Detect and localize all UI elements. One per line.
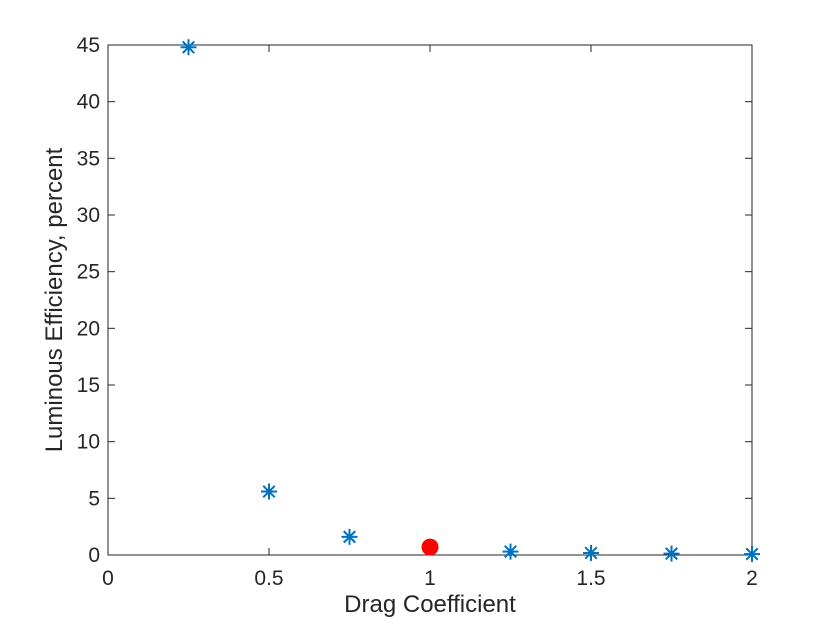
y-axis-title: Luminous Efficiency, percent	[41, 147, 68, 452]
x-tick-label: 0.5	[254, 567, 283, 590]
data-point-asterisk	[180, 39, 197, 56]
y-tick-label: 45	[77, 34, 100, 57]
plot-marks	[180, 39, 760, 563]
x-tick-label: 0	[102, 567, 114, 590]
y-tick-label: 30	[77, 204, 100, 227]
y-tick-label: 20	[77, 317, 100, 340]
y-tick-label: 5	[88, 487, 100, 510]
data-point-asterisk	[341, 528, 358, 545]
x-tick-label: 2	[746, 567, 758, 590]
y-tick-label: 10	[77, 431, 100, 454]
x-axis-title: Drag Coefficient	[344, 591, 516, 618]
y-tick-label: 15	[77, 374, 100, 397]
x-tick-label: 1.5	[576, 567, 605, 590]
data-point-asterisk	[744, 546, 760, 563]
x-tick-label: 1	[424, 567, 436, 590]
data-point-asterisk	[583, 544, 599, 561]
data-point-asterisk	[663, 545, 680, 562]
data-point-asterisk	[261, 483, 277, 500]
data-point-asterisk	[502, 543, 519, 560]
y-tick-label: 25	[77, 261, 100, 284]
y-tick-label: 0	[88, 544, 100, 567]
y-tick-label: 40	[77, 91, 100, 114]
y-tick-label: 35	[77, 147, 100, 170]
plot-frame	[107, 44, 753, 556]
data-point-circle	[421, 538, 439, 556]
